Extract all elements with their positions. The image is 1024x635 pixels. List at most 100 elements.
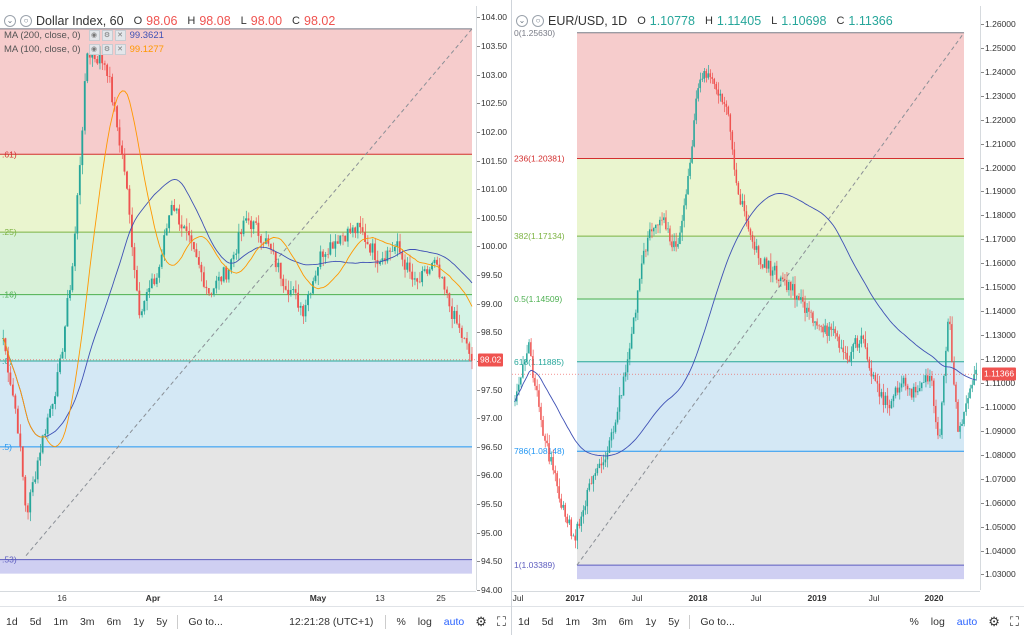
range-3m[interactable]: 3m	[79, 615, 95, 628]
remove-icon[interactable]: ✕	[114, 29, 126, 41]
time-tick-label: Apr	[145, 593, 161, 603]
price-tick-label: 100.50	[477, 212, 507, 223]
range-6m[interactable]: 6m	[618, 615, 634, 628]
candle-body	[279, 262, 282, 279]
candle-body	[800, 297, 802, 300]
candle-body	[922, 382, 925, 383]
range-1d[interactable]: 1d	[518, 615, 530, 628]
fullscreen-icon[interactable]: ⛶	[1009, 613, 1019, 629]
auto-toggle[interactable]: auto	[443, 615, 465, 628]
candle-body	[709, 73, 711, 78]
candle-body	[872, 374, 875, 377]
candle-body	[416, 278, 419, 282]
candle-body	[530, 342, 532, 357]
candle-body	[302, 305, 304, 317]
gear-icon[interactable]: ⚙	[988, 613, 1000, 629]
candle-body	[339, 235, 342, 244]
candle-body	[693, 120, 695, 147]
candle-body	[796, 296, 798, 300]
chart-canvas-right[interactable]: 0(1.25630) 236(1.20381) 382(1.17134) 0.5(1.…	[512, 6, 980, 590]
candle-body	[520, 377, 522, 385]
candle-body	[78, 165, 81, 196]
percent-toggle[interactable]: %	[396, 615, 406, 628]
time-axis-left[interactable]: 16 Apr 14 May 13 25	[0, 591, 476, 605]
candle-body	[888, 404, 891, 409]
range-1y[interactable]: 1y	[133, 615, 145, 628]
candle-body	[222, 267, 225, 282]
collapse-legend-icon[interactable]: ⌄	[516, 15, 528, 27]
range-5y[interactable]: 5y	[156, 615, 168, 628]
close-key: C	[292, 15, 300, 27]
chart-pane-eurusd[interactable]: 0(1.25630) 236(1.20381) 382(1.17134) 0.5(1.…	[512, 0, 1024, 635]
goto-button[interactable]: Go to...	[188, 615, 223, 628]
candle-body	[354, 227, 357, 234]
plot-area-left[interactable]: .61).25).16).0).5).53) ⌄ ○ Dollar Index,…	[0, 6, 476, 590]
fullscreen-icon[interactable]: ⛶	[496, 613, 506, 629]
goto-button[interactable]: Go to...	[700, 615, 735, 628]
fib-level-label: 618(1.11885)	[514, 357, 564, 367]
fib-zone	[577, 565, 964, 580]
range-1m[interactable]: 1m	[565, 615, 580, 628]
candle-body	[727, 106, 730, 115]
candle-body	[262, 242, 265, 244]
indicator-ma200-row[interactable]: MA (200, close, 0) ◉ ⚙ ✕ 99.3621	[4, 28, 335, 42]
remove-icon[interactable]: ✕	[114, 43, 126, 55]
candle-body	[719, 93, 721, 96]
candle-body	[596, 468, 599, 474]
eye-icon[interactable]: ◉	[88, 29, 100, 41]
candle-body	[683, 205, 685, 221]
fib-zone	[0, 154, 472, 233]
candle-body	[945, 350, 947, 376]
time-axis-right[interactable]: Jul 2017 Jul 2018 Jul 2019 Jul 2020	[512, 591, 980, 605]
candle-body	[769, 260, 772, 276]
candle-body	[646, 237, 649, 252]
candle-body	[56, 372, 59, 397]
log-toggle[interactable]: log	[930, 615, 945, 628]
range-1m[interactable]: 1m	[53, 615, 68, 628]
candle-body	[600, 463, 603, 466]
candle-body	[341, 235, 344, 237]
candle-body	[878, 383, 881, 397]
candle-body	[197, 257, 200, 265]
range-5y[interactable]: 5y	[668, 615, 680, 628]
gear-icon[interactable]: ⚙	[475, 613, 487, 629]
price-tick-label: 98.50	[476, 327, 503, 338]
settings-small-icon[interactable]: ⚙	[101, 29, 113, 41]
collapse-legend-icon[interactable]: ⌄	[4, 15, 16, 27]
range-1d[interactable]: 1d	[6, 615, 18, 628]
candle-body	[848, 359, 850, 362]
price-axis-left[interactable]: 104.00 103.50 103.00 102.50 102.00 101.50 101.…	[476, 6, 511, 595]
candle-body	[173, 204, 175, 211]
indicator-ma100-row[interactable]: MA (100, close, 0) ◉ ⚙ ✕ 99.1277	[4, 42, 335, 56]
range-5d[interactable]: 5d	[541, 615, 554, 628]
eye-icon[interactable]: ◉	[88, 43, 100, 55]
candle-body	[908, 388, 911, 390]
price-tick-label: 1.11000	[980, 377, 1016, 388]
percent-toggle[interactable]: %	[909, 615, 919, 628]
range-3m[interactable]: 3m	[591, 615, 607, 628]
candle-body	[771, 270, 774, 276]
settings-small-icon[interactable]: ⚙	[101, 43, 113, 55]
candle-body	[138, 290, 141, 316]
candle-body	[967, 398, 969, 404]
plot-area-right[interactable]: 0(1.25630) 236(1.20381) 382(1.17134) 0.5(1.…	[512, 6, 980, 590]
candle-body	[667, 228, 669, 230]
price-tick-label: 100.00	[477, 241, 507, 252]
range-1y[interactable]: 1y	[645, 615, 657, 628]
chart-canvas-left[interactable]: .61).25).16).0).5).53)	[0, 6, 476, 590]
candle-body	[624, 372, 627, 377]
candle-body	[103, 63, 106, 65]
range-5d[interactable]: 5d	[29, 615, 42, 628]
trend-line[interactable]	[576, 32, 965, 566]
trend-line[interactable]	[25, 28, 473, 556]
candle-body	[959, 425, 961, 432]
clock[interactable]: 12:21:28 (UTC+1)	[289, 615, 374, 628]
log-toggle[interactable]: log	[417, 615, 432, 628]
auto-toggle[interactable]: auto	[956, 615, 978, 628]
chart-pane-dollar-index[interactable]: .61).25).16).0).5).53) ⌄ ○ Dollar Index,…	[0, 0, 512, 635]
price-axis-right[interactable]: 1.26000 1.25000 1.24000 1.23000 1.22000 1.210…	[980, 6, 1024, 590]
candle-body	[433, 259, 436, 264]
candle-body	[403, 259, 406, 270]
range-6m[interactable]: 6m	[106, 615, 122, 628]
candle-body	[128, 188, 131, 215]
